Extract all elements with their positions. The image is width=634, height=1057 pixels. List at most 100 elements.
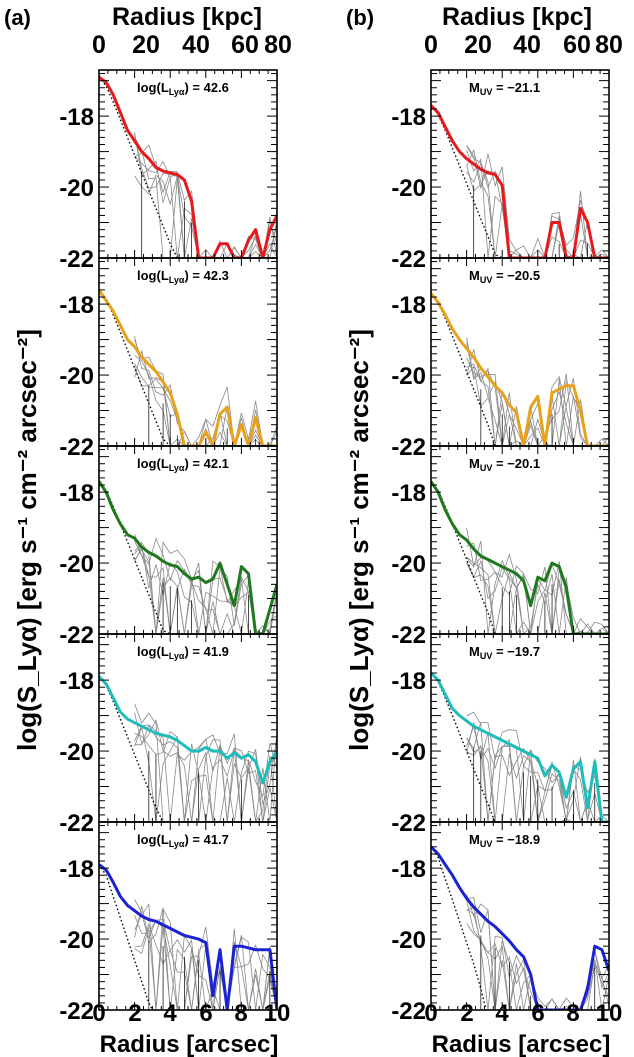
panel-annotation: log(LLyα) = 41.7 [137, 832, 229, 849]
arcsec-tick-label: 2 [460, 1000, 473, 1027]
y-tick-label: -18 [59, 292, 94, 319]
panel-annotation: log(LLyα) = 42.3 [137, 268, 229, 285]
individual-profile [466, 897, 609, 1010]
individual-profile [134, 925, 277, 1010]
individual-profile [134, 336, 277, 446]
kpc-tick-label: 0 [92, 31, 106, 59]
arcsec-tick-label: 2 [128, 1000, 141, 1027]
plot-area [99, 480, 277, 634]
y-tick-label: -18 [391, 856, 426, 883]
psf-profile [431, 672, 496, 822]
y-tick-label: -20 [59, 175, 94, 202]
y-tick-label: -18 [59, 668, 94, 695]
individual-profile [466, 148, 609, 258]
kpc-tick-label: 80 [595, 31, 623, 59]
y-tick-label: -18 [391, 668, 426, 695]
individual-profile [134, 533, 277, 634]
bottom-axis-title-a: Radius [arcsec] [100, 1031, 279, 1057]
individual-profile [466, 357, 609, 446]
y-tick-label: -22 [391, 810, 426, 837]
plot-area [431, 845, 609, 1010]
stacked-profile [99, 75, 277, 258]
kpc-tick-label: 20 [464, 31, 492, 59]
arcsec-tick-label: 10 [596, 1000, 623, 1027]
individual-profile [134, 174, 277, 258]
individual-profile [466, 149, 609, 258]
y-tick-label: -18 [59, 480, 94, 507]
kpc-tick-label: 60 [231, 31, 259, 59]
kpc-tick-label: 0 [424, 31, 438, 59]
y-tick-label: -22 [391, 434, 426, 461]
y-tick-label: -18 [59, 856, 94, 883]
plot-area [99, 863, 277, 1010]
y-tick-label: -22 [59, 434, 94, 461]
psf-profile [99, 864, 154, 1010]
arcsec-tick-label: 6 [199, 1000, 212, 1027]
individual-profile [134, 134, 277, 258]
individual-profile [134, 354, 277, 446]
top-axis-title-b: Radius [kpc] [442, 3, 592, 31]
psf-profile [99, 289, 171, 446]
plot-area [431, 292, 609, 446]
y-tick-label: -18 [391, 104, 426, 131]
plot-panel: -18 -20 -22 MUV = −19.7 [391, 633, 610, 837]
individual-profile [134, 724, 277, 822]
y-tick-label: -20 [391, 175, 426, 202]
stacked-profile [431, 845, 609, 1010]
plot-panel: -18 -20 -22 MUV = −20.1 [391, 445, 610, 649]
plot-panel: -18 -20 -22 MUV = −20.5 [391, 257, 610, 461]
arcsec-tick-label: 4 [163, 1000, 177, 1027]
panel-frame [98, 69, 278, 259]
individual-profile [134, 726, 277, 822]
y-tick-label: -22 [59, 998, 94, 1025]
y-tick-label: -18 [391, 292, 426, 319]
panel-annotation: log(LLyα) = 42.1 [137, 456, 229, 473]
arcsec-tick-label: 8 [566, 1000, 579, 1027]
kpc-tick-label: 80 [264, 31, 292, 59]
plot-panel: -18 -20 -22 log(LLyα) = 41.7 [59, 821, 278, 1025]
stacked-profile [431, 671, 609, 822]
individual-profile [466, 365, 609, 446]
individual-profile [134, 899, 277, 1010]
individual-profile [134, 132, 277, 258]
individual-profile [466, 145, 609, 258]
arcsec-tick-label: 10 [264, 1000, 291, 1027]
individual-profile [466, 559, 609, 634]
stacked-profile [431, 480, 609, 634]
panel-annotation: log(LLyα) = 41.9 [137, 644, 229, 661]
psf-profile [431, 293, 496, 446]
individual-profile [466, 164, 609, 258]
individual-profile [134, 923, 277, 1010]
arcsec-tick-label: 0 [424, 1000, 437, 1027]
individual-profile [466, 542, 609, 634]
y-tick-label: -20 [59, 739, 94, 766]
kpc-tick-label: 60 [563, 31, 591, 59]
plot-area [99, 75, 277, 258]
panel-annotation: MUV = −20.1 [469, 456, 540, 473]
plot-area [431, 104, 609, 258]
psf-profile [431, 105, 503, 258]
y-tick-label: -20 [59, 363, 94, 390]
plot-panel: -18 -20 -22 MUV = −18.9 [391, 821, 610, 1025]
plot-area [431, 671, 609, 822]
individual-profile [466, 337, 609, 446]
individual-profile [466, 737, 609, 822]
panel-annotation: MUV = −18.9 [469, 832, 540, 849]
arcsec-tick-label: 6 [531, 1000, 544, 1027]
plot-panel: -18 -20 -22 log(LLyα) = 42.6 [59, 69, 278, 273]
arcsec-tick-label: 4 [495, 1000, 509, 1027]
plot-area [99, 289, 277, 446]
stacked-profile [99, 289, 277, 446]
stacked-profile [99, 480, 277, 634]
y-tick-label: -20 [391, 551, 426, 578]
plot-panel: -18 -20 -22 MUV = −21.1 [391, 69, 610, 273]
individual-profile [134, 546, 277, 634]
individual-profile [466, 342, 609, 446]
panel-annotation: MUV = −20.5 [469, 268, 540, 285]
plot-area [431, 480, 609, 634]
y-tick-label: -20 [391, 363, 426, 390]
individual-profile [134, 544, 277, 634]
plot-panel: -18 -20 -22 log(LLyα) = 41.9 [59, 633, 278, 837]
bottom-axis-title-b: Radius [arcsec] [432, 1031, 611, 1057]
individual-profile [134, 906, 277, 1010]
